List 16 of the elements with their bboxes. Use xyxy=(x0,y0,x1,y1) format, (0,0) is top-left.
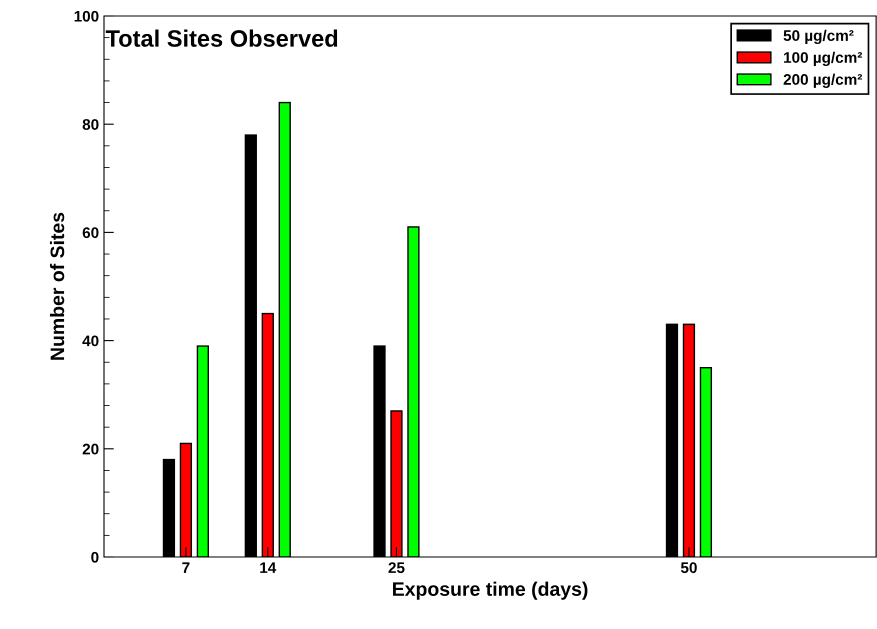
y-tick-label: 0 xyxy=(91,552,99,563)
x-tick-label: 7 xyxy=(182,562,190,573)
x-tick-label: 14 xyxy=(260,562,276,573)
chart-title: Total Sites Observed xyxy=(106,30,338,47)
y-axis-title: Number of Sites xyxy=(50,212,64,360)
y-tick-label: 100 xyxy=(74,10,99,22)
legend-label: 100 µg/cm² xyxy=(784,52,862,66)
legend-label: 200 µg/cm² xyxy=(784,74,862,88)
x-tick-label: 50 xyxy=(680,562,697,574)
y-tick-label: 40 xyxy=(82,335,99,346)
legend-label: 50 µg/cm² xyxy=(784,30,854,44)
x-tick-label: 25 xyxy=(388,562,405,574)
x-axis-title: Exposure time (days) xyxy=(393,582,588,600)
y-tick-label: 20 xyxy=(82,444,99,454)
y-tick-label: 60 xyxy=(82,227,99,238)
y-tick-label: 80 xyxy=(82,119,99,130)
